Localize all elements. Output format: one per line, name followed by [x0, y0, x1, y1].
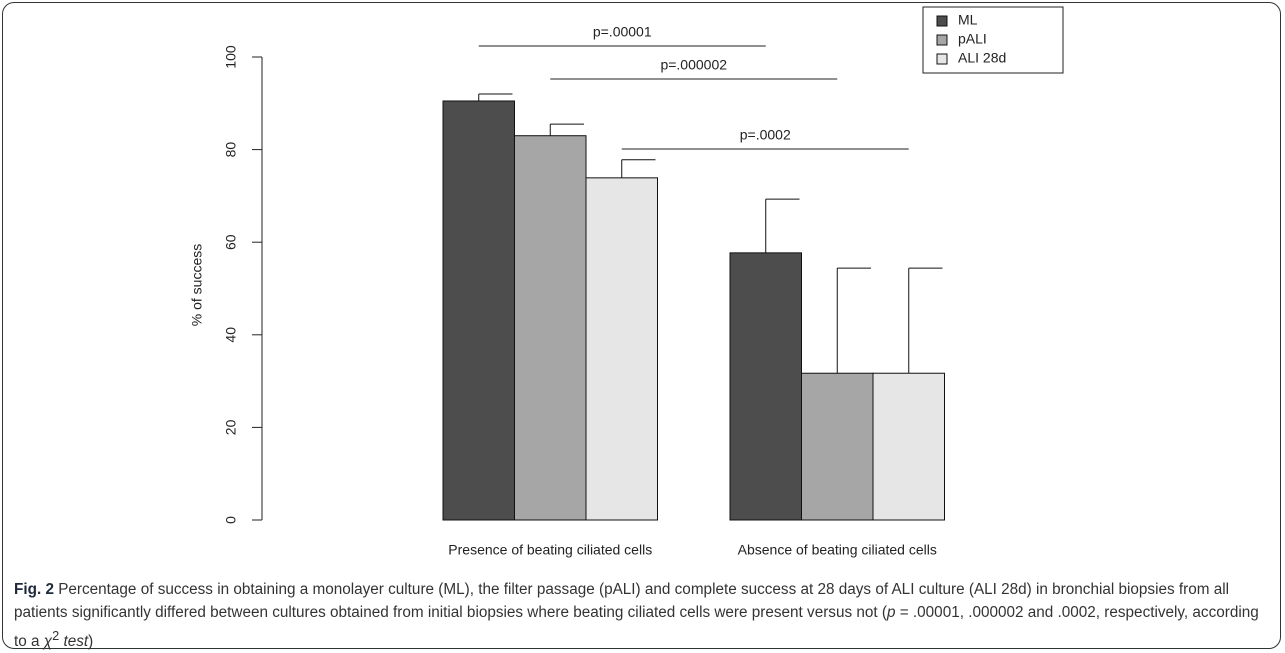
legend-swatch — [936, 34, 948, 46]
bar — [801, 372, 874, 521]
legend-label: ALI 28d — [958, 50, 1006, 66]
bar — [442, 100, 515, 521]
caption-text: ) — [88, 633, 94, 651]
caption-text: Percentage of success in obtaining a mon… — [14, 581, 1230, 621]
caption-test: test — [59, 633, 89, 651]
y-tick-label: 0 — [223, 516, 239, 524]
y-tick-label: 80 — [223, 142, 239, 158]
caption: Fig. 2 Percentage of success in obtainin… — [14, 578, 1272, 653]
legend-label: pALI — [958, 31, 987, 47]
significance-label: p=.000002 — [660, 57, 727, 73]
bar — [514, 135, 587, 521]
x-category-label: Presence of beating ciliated cells — [448, 542, 652, 558]
y-tick-label: 60 — [223, 234, 239, 250]
y-tick-label: 40 — [223, 327, 239, 343]
significance-label: p=.0002 — [740, 127, 791, 143]
bar — [872, 372, 945, 521]
caption-sup: 2 — [52, 628, 60, 643]
bar — [729, 252, 802, 521]
y-tick-label: 100 — [223, 45, 239, 69]
caption-label: Fig. 2 — [14, 581, 54, 598]
chart: % of success 0 20 40 60 80 100 Presence of bea… — [189, 6, 1064, 558]
bar — [585, 177, 658, 521]
legend-swatch — [936, 15, 948, 27]
x-category-label: Absence of beating ciliated cells — [738, 542, 937, 558]
significance-label: p=.00001 — [593, 24, 652, 40]
legend-swatch — [936, 53, 948, 65]
legend-label: ML — [958, 12, 978, 28]
y-tick-label: 20 — [223, 419, 239, 435]
caption-chi: χ — [43, 633, 53, 651]
caption-text: = .00001, .000002 and .0002, respectivel… — [14, 604, 1259, 651]
caption-p: p — [886, 604, 896, 621]
y-axis-label: % of success — [189, 244, 205, 326]
